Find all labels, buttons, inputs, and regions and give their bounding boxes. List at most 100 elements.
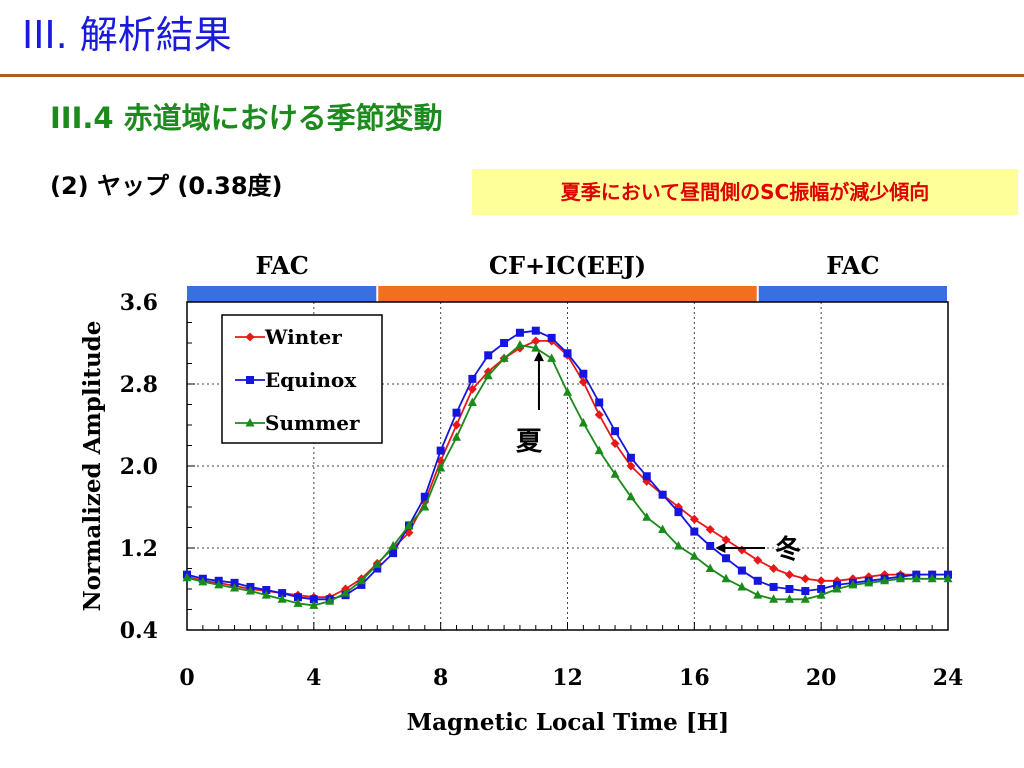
y-axis-title: Normalized Amplitude <box>79 321 106 612</box>
data-point <box>642 512 652 521</box>
data-point <box>420 502 430 511</box>
data-point <box>389 549 398 558</box>
series <box>182 326 953 609</box>
x-tick-label: 4 <box>306 665 321 691</box>
y-tick-label: 2.8 <box>120 372 158 398</box>
data-point <box>658 524 668 534</box>
annotations: 夏冬 <box>516 351 801 565</box>
legend-label: Summer <box>265 411 360 435</box>
slide-title: III. 解析結果 <box>22 13 232 57</box>
data-point <box>467 397 477 406</box>
data-point <box>579 369 588 378</box>
data-point <box>690 527 699 536</box>
data-point <box>595 398 604 407</box>
legend-marker <box>245 418 255 427</box>
data-point <box>230 582 240 592</box>
data-point <box>816 590 826 599</box>
data-point <box>563 349 572 358</box>
data-point <box>784 594 794 603</box>
data-point <box>484 351 493 360</box>
data-point <box>610 469 620 478</box>
data-point <box>388 540 398 550</box>
region-label: CF+IC(EEJ) <box>489 251 646 280</box>
data-point <box>674 508 683 517</box>
data-point <box>721 573 731 583</box>
axes: 0 4 8 12 16 20 24 0.4 1.2 2.0 2.8 3.6 Magnetic Local… <box>79 290 963 736</box>
data-point <box>547 353 557 362</box>
data-point <box>706 541 715 550</box>
arrowhead <box>715 543 726 553</box>
region-label: FAC <box>826 251 879 280</box>
y-tick-label: 3.6 <box>120 290 158 316</box>
data-point <box>357 580 366 589</box>
data-point <box>784 570 794 580</box>
data-point <box>753 590 763 599</box>
data-point <box>198 576 208 586</box>
data-point <box>372 559 382 568</box>
data-point <box>800 594 810 603</box>
data-point <box>262 586 271 595</box>
data-point <box>452 408 461 417</box>
data-point <box>293 598 303 607</box>
data-point <box>642 472 651 481</box>
data-point <box>705 563 715 572</box>
data-point <box>531 343 541 352</box>
data-point <box>753 576 762 585</box>
data-point <box>611 427 620 436</box>
data-point <box>895 573 905 583</box>
annotation-summer: 夏 <box>516 427 543 457</box>
data-point <box>626 491 636 501</box>
legend-label: Winter <box>264 325 342 349</box>
x-tick-label: 12 <box>552 665 583 691</box>
data-point <box>245 586 255 595</box>
data-point <box>293 593 302 602</box>
data-point <box>785 585 794 593</box>
data-point <box>578 417 588 427</box>
data-point <box>864 577 874 587</box>
data-point <box>373 564 382 573</box>
data-point <box>499 353 509 362</box>
x-tick-label: 20 <box>806 665 837 691</box>
x-tick-label: 24 <box>933 665 964 691</box>
data-point <box>927 573 937 583</box>
legend-marker <box>246 376 254 384</box>
region-label: FAC <box>255 251 308 280</box>
data-point <box>658 490 667 499</box>
data-point <box>722 554 731 563</box>
data-point <box>515 328 524 337</box>
data-point <box>817 585 826 593</box>
region-bar <box>378 286 757 302</box>
y-tick-label: 0.4 <box>120 618 158 644</box>
data-point <box>880 575 890 585</box>
y-tick-label: 2.0 <box>120 454 158 480</box>
data-point <box>848 579 858 589</box>
data-point <box>452 432 462 441</box>
legend-label: Equinox <box>265 368 357 392</box>
legend: Winter Equinox Summer <box>221 314 383 444</box>
data-point <box>801 587 810 596</box>
data-point <box>531 336 541 346</box>
data-point <box>673 540 683 550</box>
data-point <box>468 374 477 383</box>
data-point <box>689 551 699 560</box>
data-point <box>309 600 319 609</box>
data-point <box>547 333 556 342</box>
data-point <box>341 588 351 597</box>
data-point <box>943 573 953 583</box>
x-tick-label: 8 <box>433 665 448 691</box>
data-point <box>626 461 636 471</box>
data-point <box>737 545 747 555</box>
data-point <box>230 578 239 587</box>
data-point <box>578 377 588 387</box>
x-tick-label: 0 <box>179 665 194 691</box>
data-point <box>594 410 604 420</box>
y-tick-label: 1.2 <box>120 536 158 562</box>
data-point <box>594 445 604 455</box>
region-bar <box>187 286 377 302</box>
data-point <box>436 446 445 455</box>
data-point <box>626 453 635 462</box>
title-divider <box>0 74 1024 77</box>
data-point <box>911 573 921 583</box>
data-point <box>214 579 224 589</box>
